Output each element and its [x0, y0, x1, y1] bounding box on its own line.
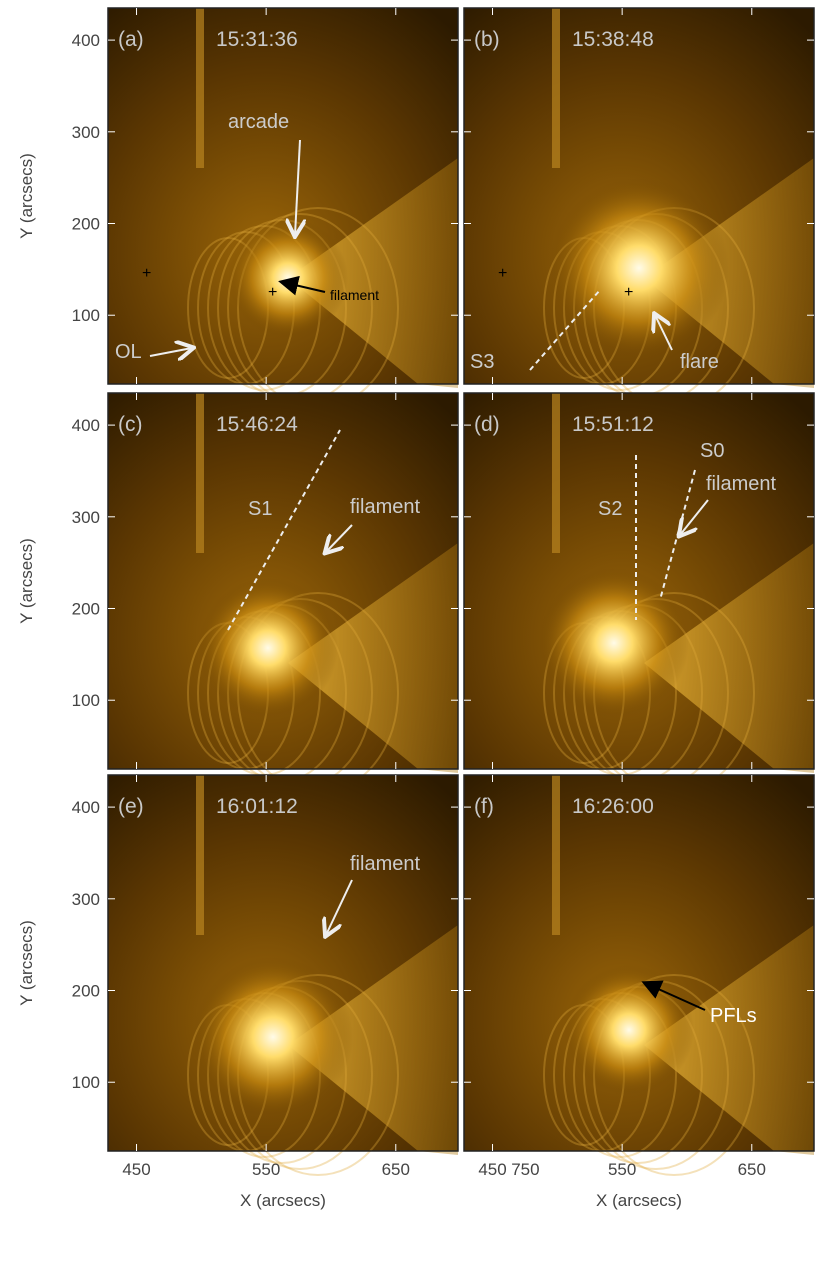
spire	[196, 393, 204, 553]
annotation-arrow	[326, 524, 353, 552]
annotation: filament	[350, 853, 420, 875]
annotation: S3	[470, 351, 494, 373]
y-tick-label: 400	[72, 798, 100, 817]
x-tick-label: 650	[382, 1160, 410, 1179]
annotation: PFLs	[710, 1005, 757, 1027]
y-tick-label: 100	[72, 691, 100, 710]
bright-fan	[644, 543, 814, 773]
panel-frame	[107, 7, 459, 385]
bright-fan	[644, 158, 814, 388]
panel-time: 15:51:12	[572, 413, 654, 436]
y-tick-label: 300	[72, 890, 100, 909]
annotation-arrow	[295, 139, 300, 235]
x-axis-label: X (arcsecs)	[240, 1191, 326, 1210]
flare-core	[193, 957, 353, 1117]
bright-fan	[288, 543, 458, 773]
x-tick-label: 450	[122, 1160, 150, 1179]
y-tick-label: 200	[72, 215, 100, 234]
panel-frame	[463, 7, 815, 385]
annotation: filament	[706, 473, 776, 495]
x-tick-label: 550	[252, 1160, 280, 1179]
y-tick-label: 200	[72, 600, 100, 619]
spire	[196, 8, 204, 168]
annotation: flare	[680, 351, 719, 373]
panel-label: (e)	[118, 795, 144, 818]
panel: (f) 16:26:00 PFLs	[463, 774, 815, 1176]
spire	[196, 775, 204, 935]
y-tick-label: 400	[72, 416, 100, 435]
panel-label: (c)	[118, 413, 143, 436]
flare-core	[228, 218, 348, 338]
panel-frame	[463, 392, 815, 770]
panel: (a) 15:31:36 + + arcade filament OL	[107, 7, 526, 409]
flare-core	[549, 178, 729, 358]
panel: (b) 15:38:48 + + S3 flare	[463, 7, 815, 409]
bright-fan	[644, 925, 814, 1155]
annotation: arcade	[228, 111, 289, 133]
marker: +	[498, 265, 507, 282]
y-tick-label: 300	[72, 508, 100, 527]
y-axis-label: Y (arcsecs)	[17, 920, 36, 1006]
annotation: S2	[598, 498, 622, 520]
annotation: filament	[330, 287, 379, 303]
panel: (e) 16:01:12 filament	[107, 774, 526, 1176]
y-axis-label: Y (arcsecs)	[17, 538, 36, 624]
panel-label: (b)	[474, 28, 500, 51]
y-tick-label: 100	[72, 306, 100, 325]
marker: +	[142, 265, 151, 282]
y-tick-label: 200	[72, 982, 100, 1001]
spire	[552, 8, 560, 168]
marker: +	[624, 284, 633, 301]
panel-frame	[107, 392, 459, 770]
bright-fan	[288, 158, 458, 388]
annotation: S1	[248, 498, 272, 520]
panel-frame	[107, 774, 459, 1152]
panel: (d) 15:51:12 S2 S0 filament	[463, 392, 815, 794]
panel: (c) 15:46:24 S1 filament	[107, 392, 526, 794]
panel-time: 16:26:00	[572, 795, 654, 818]
flare-core	[539, 568, 689, 718]
flare-core	[198, 578, 338, 718]
marker: +	[268, 284, 277, 301]
annotation-arrow	[227, 429, 341, 631]
x-tick-label: 650	[738, 1160, 766, 1179]
y-tick-label: 400	[72, 31, 100, 50]
panel-label: (a)	[118, 28, 144, 51]
annotation: S0	[700, 440, 724, 462]
y-tick-label: 100	[72, 1073, 100, 1092]
spire	[552, 775, 560, 935]
panel-label: (f)	[474, 795, 494, 818]
bright-fan	[288, 925, 458, 1155]
y-tick-label: 300	[72, 123, 100, 142]
annotation-arrow	[149, 348, 192, 356]
panel-time: 15:31:36	[216, 28, 298, 51]
panel-time: 16:01:12	[216, 795, 298, 818]
x-tick-label: 750	[511, 1160, 539, 1179]
x-axis-label: X (arcsecs)	[596, 1191, 682, 1210]
panel-time: 15:38:48	[572, 28, 654, 51]
panel-label: (d)	[474, 413, 500, 436]
x-tick-label: 450	[478, 1160, 506, 1179]
spire	[552, 393, 560, 553]
annotation-arrow	[641, 980, 706, 1011]
annotation-arrow	[655, 315, 673, 351]
panel-frame	[463, 774, 815, 1152]
annotation-arrow	[278, 275, 326, 296]
x-tick-label: 550	[608, 1160, 636, 1179]
annotation-arrow	[326, 879, 353, 935]
y-axis-label: Y (arcsecs)	[17, 153, 36, 239]
panel-time: 15:46:24	[216, 413, 298, 436]
annotation-arrow	[680, 499, 709, 535]
annotation: OL	[115, 341, 142, 363]
flare-core	[564, 965, 694, 1095]
annotation: filament	[350, 496, 420, 518]
